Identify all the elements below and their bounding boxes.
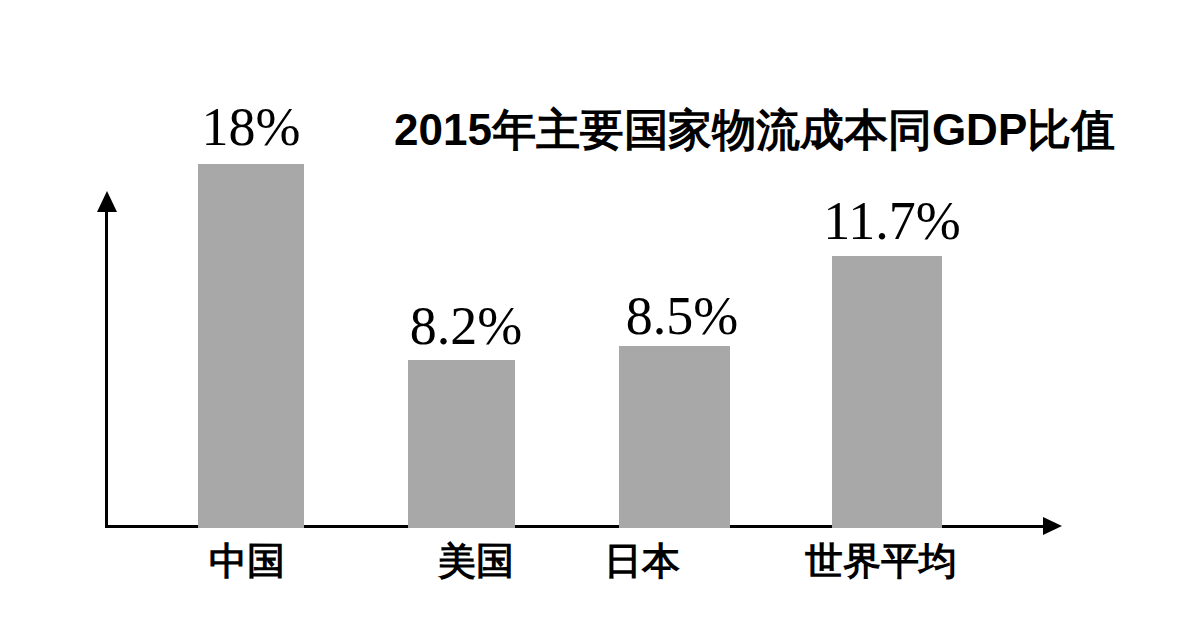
category-label-china: 中国 bbox=[209, 540, 285, 584]
category-label-japan: 日本 bbox=[604, 540, 680, 584]
value-label-japan: 8.5% bbox=[626, 289, 738, 343]
category-label-usa: 美国 bbox=[438, 540, 514, 584]
x-axis-arrow-icon bbox=[1043, 517, 1062, 535]
value-label-world-average: 11.7% bbox=[823, 194, 960, 248]
value-label-china: 18% bbox=[202, 100, 301, 154]
chart-title: 2015年主要国家物流成本同GDP比值 bbox=[394, 106, 1066, 154]
bar-usa bbox=[408, 360, 515, 528]
y-axis-line bbox=[105, 205, 108, 528]
bar-chart: 2015年主要国家物流成本同GDP比值 18% 8.2% 8.5% 11.7% … bbox=[0, 0, 1192, 620]
bar-world-average bbox=[832, 256, 942, 528]
bar-japan bbox=[619, 346, 730, 528]
bar-china bbox=[198, 164, 304, 528]
y-axis-arrow-icon bbox=[97, 191, 117, 212]
value-label-usa: 8.2% bbox=[410, 299, 522, 353]
category-label-world-average: 世界平均 bbox=[805, 540, 957, 584]
